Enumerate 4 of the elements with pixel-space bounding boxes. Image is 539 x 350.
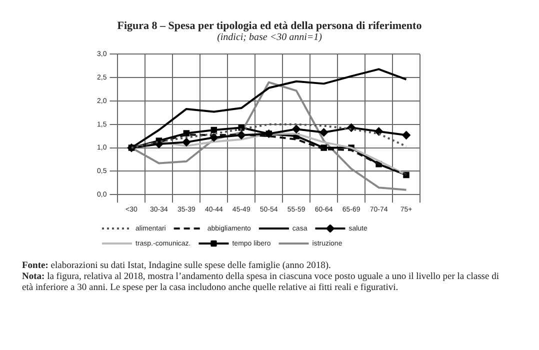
chart-subtitle: (indici; base <30 anni=1) [216, 32, 323, 43]
source-note: Fonte: elaborazioni su dati Istat, Indagine sulle spese delle famiglie (anno 2018). [22, 261, 331, 271]
chart-title: Figura 8 – Spesa per tipologia ed età della persona di riferimento [116, 20, 423, 32]
text: Nota: la figura, relativa al 2018, mostra l’andamento della spesa in ciascuna voce posto uguale a uno il livello per la classe di età inferiore a 30 anni. Le spese per la casa includono anche quelle relative ai fitti reali e figurativi. [22, 272, 499, 293]
